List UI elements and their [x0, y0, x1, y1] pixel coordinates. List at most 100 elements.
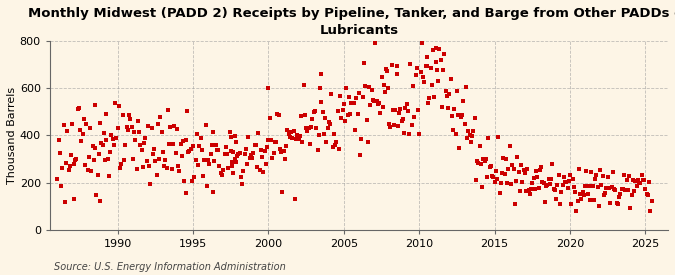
Point — [232, 154, 242, 158]
Point — [366, 87, 377, 92]
Point — [144, 164, 155, 168]
Point — [504, 143, 515, 148]
Point — [184, 149, 195, 153]
Point — [637, 173, 647, 177]
Point — [326, 92, 337, 96]
Point — [605, 200, 616, 205]
Point — [100, 158, 111, 163]
Point — [254, 167, 265, 172]
Point — [296, 114, 306, 119]
Point — [207, 190, 218, 194]
Point — [601, 186, 612, 190]
Point — [146, 126, 157, 130]
Point — [151, 173, 162, 177]
Point — [379, 82, 389, 87]
Point — [323, 120, 334, 124]
Point — [606, 185, 617, 189]
Point — [527, 181, 538, 185]
Point — [571, 209, 582, 213]
Point — [200, 123, 211, 127]
Point — [404, 131, 414, 136]
Point — [341, 86, 352, 90]
Point — [517, 180, 528, 184]
Point — [317, 109, 328, 114]
Point — [477, 185, 487, 189]
Point — [84, 126, 95, 130]
Point — [408, 84, 418, 88]
Point — [507, 163, 518, 167]
Point — [246, 153, 256, 158]
Point — [538, 181, 549, 186]
Point — [103, 157, 113, 161]
Point — [243, 134, 254, 139]
Point — [115, 166, 126, 170]
Point — [487, 174, 497, 179]
Point — [99, 130, 109, 135]
Point — [65, 164, 76, 169]
Point — [450, 132, 461, 136]
Point — [307, 117, 318, 121]
Point — [597, 174, 608, 178]
Y-axis label: Thousand Barrels: Thousand Barrels — [7, 87, 17, 184]
Point — [338, 102, 349, 107]
Point — [272, 112, 283, 116]
Point — [239, 152, 250, 156]
Point — [121, 124, 132, 129]
Point — [175, 142, 186, 146]
Point — [614, 194, 624, 199]
Point — [474, 144, 485, 148]
Point — [131, 167, 142, 172]
Point — [250, 143, 261, 148]
Point — [183, 150, 194, 154]
Point — [96, 141, 107, 145]
Point — [491, 169, 502, 173]
Point — [421, 64, 432, 68]
Point — [199, 158, 210, 162]
Point — [142, 123, 153, 128]
Point — [238, 169, 249, 174]
Point — [551, 197, 562, 201]
Point — [567, 176, 578, 181]
Point — [292, 133, 303, 137]
Point — [501, 157, 512, 161]
Point — [572, 199, 583, 204]
Point — [568, 185, 579, 190]
Point — [111, 136, 122, 140]
Point — [576, 196, 587, 201]
Point — [546, 177, 557, 182]
Point — [591, 173, 602, 178]
Point — [225, 134, 236, 139]
Point — [537, 180, 548, 184]
Point — [628, 189, 639, 193]
Point — [596, 183, 607, 188]
Point — [516, 163, 526, 167]
Point — [358, 61, 369, 66]
Point — [386, 63, 397, 67]
Point — [247, 156, 258, 160]
Point — [431, 68, 442, 73]
Point — [635, 181, 646, 185]
Point — [548, 187, 559, 191]
Point — [610, 187, 621, 192]
Point — [631, 184, 642, 188]
Point — [116, 162, 127, 166]
Point — [431, 46, 441, 50]
Point — [157, 150, 168, 155]
Point — [381, 67, 392, 72]
Text: Source: U.S. Energy Information Administration: Source: U.S. Energy Information Administ… — [54, 262, 286, 272]
Point — [482, 174, 493, 179]
Point — [583, 184, 594, 188]
Point — [57, 166, 68, 170]
Point — [469, 116, 480, 120]
Point — [134, 130, 144, 134]
Point — [310, 109, 321, 114]
Point — [564, 179, 574, 183]
Point — [88, 157, 99, 162]
Point — [284, 131, 294, 136]
Point — [110, 101, 121, 105]
Point — [510, 202, 520, 206]
Point — [458, 99, 468, 103]
Point — [145, 182, 156, 186]
Point — [599, 192, 610, 197]
Point — [167, 142, 178, 146]
